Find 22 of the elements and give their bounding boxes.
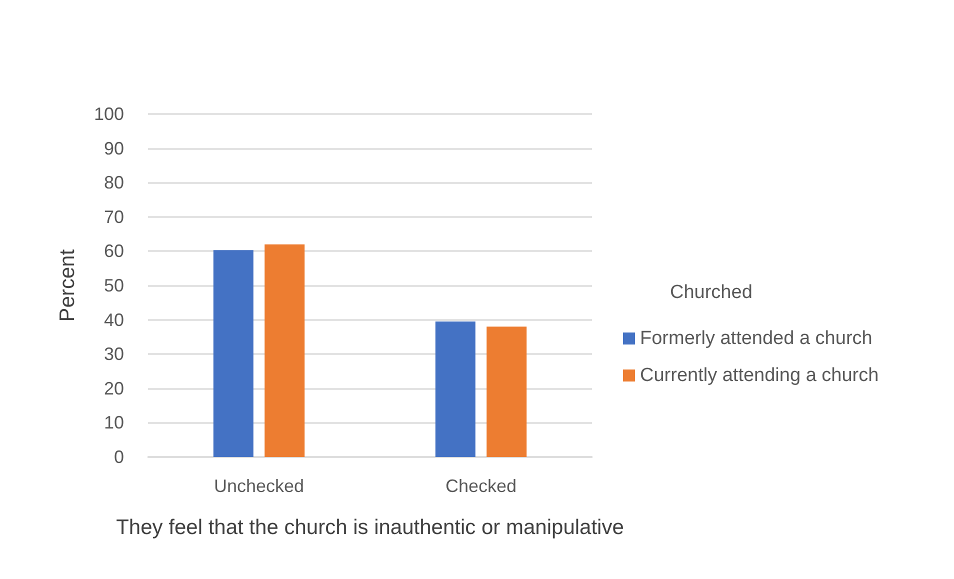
x-axis-title: They feel that the church is inauthentic or manipulative [116, 516, 624, 539]
y-tick-label: 80 [104, 172, 124, 193]
y-tick-label: 30 [104, 344, 124, 364]
x-tick-label: Unchecked [214, 476, 304, 496]
y-axis-title: Percent [56, 249, 79, 322]
y-tick-label: 0 [114, 447, 124, 467]
legend-label: Currently attending a church [640, 365, 879, 386]
bar [264, 244, 305, 457]
legend-title: Churched [670, 282, 752, 303]
y-tick-label: 100 [94, 104, 124, 124]
legend-label: Formerly attended a church [640, 328, 872, 349]
y-tick-label: 90 [104, 138, 124, 158]
bar [486, 326, 527, 457]
y-tick-label: 10 [104, 412, 124, 433]
y-tick-label: 20 [104, 378, 124, 398]
bar [435, 322, 476, 457]
y-tick-label: 70 [104, 206, 124, 227]
x-tick-label: Checked [445, 476, 517, 496]
y-tick-label: 40 [104, 310, 124, 330]
bar [213, 250, 254, 457]
y-tick-label: 60 [104, 241, 124, 262]
y-tick-label: 50 [104, 276, 124, 296]
